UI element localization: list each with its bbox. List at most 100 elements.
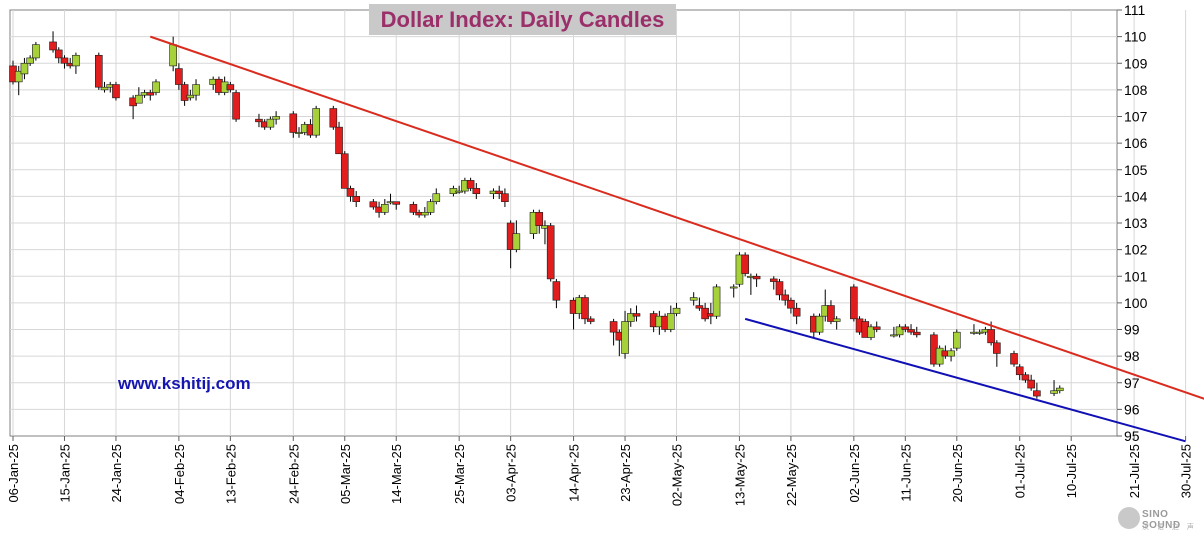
x-tick-label: 25-Mar-25 bbox=[452, 444, 467, 504]
candle bbox=[1015, 364, 1024, 381]
y-tick-label: 99 bbox=[1124, 322, 1140, 338]
x-tick-label: 13-Feb-25 bbox=[223, 444, 238, 504]
candle bbox=[952, 329, 961, 351]
candle-body bbox=[14, 70, 23, 83]
x-tick-label: 02-May-25 bbox=[670, 444, 685, 506]
candle bbox=[586, 316, 595, 325]
candle-body bbox=[901, 326, 910, 330]
candle-body bbox=[546, 225, 555, 280]
candle bbox=[54, 47, 63, 64]
candle-body bbox=[626, 313, 635, 322]
x-tick-label: 04-Feb-25 bbox=[172, 444, 187, 504]
candle-body bbox=[907, 329, 915, 333]
trendlines bbox=[149, 35, 1204, 443]
candle-body bbox=[1033, 390, 1041, 397]
candle-body bbox=[552, 281, 561, 301]
candle-body bbox=[729, 286, 738, 289]
candle bbox=[466, 177, 475, 192]
candle-body bbox=[993, 342, 1001, 354]
candle bbox=[432, 188, 441, 205]
y-tick-label: 100 bbox=[1124, 295, 1148, 311]
candle bbox=[255, 113, 263, 128]
candle-body bbox=[787, 299, 795, 309]
candle bbox=[775, 278, 784, 301]
x-tick-label: 22-May-25 bbox=[784, 444, 799, 506]
candle bbox=[827, 300, 835, 325]
candle-body bbox=[312, 108, 320, 136]
candle-body bbox=[775, 281, 784, 296]
candle-body bbox=[32, 44, 40, 59]
candle-body bbox=[632, 313, 641, 317]
website-annotation: www.kshitij.com bbox=[118, 374, 251, 393]
candle bbox=[752, 273, 761, 287]
candle-body bbox=[352, 196, 361, 202]
candle bbox=[455, 185, 463, 194]
candle-body bbox=[672, 307, 681, 314]
candle-body bbox=[695, 305, 704, 309]
candle-body bbox=[60, 57, 69, 64]
candle bbox=[947, 348, 955, 362]
candle-body bbox=[947, 350, 955, 357]
candle bbox=[135, 87, 143, 104]
candle bbox=[289, 111, 298, 138]
candle bbox=[421, 207, 429, 218]
candle bbox=[14, 65, 23, 96]
candle bbox=[392, 201, 401, 210]
candle-body bbox=[192, 84, 200, 96]
candle bbox=[295, 127, 303, 138]
candle-body bbox=[609, 321, 618, 333]
candle-body bbox=[781, 294, 790, 301]
candle bbox=[146, 89, 155, 101]
candle-body bbox=[369, 201, 378, 208]
y-tick-label: 111 bbox=[1124, 2, 1145, 18]
candle-body bbox=[586, 318, 595, 322]
candle bbox=[352, 191, 361, 208]
candle bbox=[232, 89, 240, 122]
candle-body bbox=[895, 326, 904, 336]
candle-body bbox=[501, 193, 509, 202]
candle-body bbox=[180, 84, 189, 101]
candle bbox=[850, 284, 858, 322]
candle bbox=[535, 209, 544, 234]
x-tick-label: 01-Jul-25 bbox=[1013, 444, 1028, 498]
candle bbox=[112, 81, 120, 101]
candle bbox=[695, 297, 704, 311]
y-tick-label: 96 bbox=[1124, 401, 1140, 417]
candle-body bbox=[872, 326, 881, 330]
x-tick-label: 14-Mar-25 bbox=[389, 444, 404, 504]
candle bbox=[272, 111, 280, 125]
watermark-subtext: 汉 语 之 声 bbox=[1142, 524, 1197, 531]
y-tick-label: 106 bbox=[1124, 135, 1148, 151]
candle bbox=[152, 79, 160, 96]
candle bbox=[512, 220, 521, 253]
candle bbox=[975, 329, 984, 335]
candle-body bbox=[152, 81, 160, 93]
candle bbox=[369, 199, 378, 210]
trendline bbox=[744, 317, 1186, 443]
candle-body bbox=[95, 54, 103, 88]
x-axis-ticks: 06-Jan-25 15-Jan-25 24-Jan-25 04-Feb-25 13-F… bbox=[6, 436, 1194, 506]
candle-body bbox=[169, 44, 177, 67]
y-tick-label: 102 bbox=[1124, 242, 1148, 258]
candle bbox=[180, 81, 189, 106]
candle bbox=[49, 31, 57, 53]
candle-body bbox=[666, 313, 675, 330]
candle bbox=[787, 297, 795, 314]
candle bbox=[621, 310, 629, 359]
candle-body bbox=[232, 92, 240, 120]
candle bbox=[832, 316, 841, 330]
candle-body bbox=[987, 329, 995, 344]
candle bbox=[20, 57, 29, 80]
candle bbox=[781, 289, 790, 306]
trendline bbox=[149, 35, 1204, 400]
candle-body bbox=[54, 49, 63, 59]
candle bbox=[895, 324, 904, 338]
candle-body bbox=[689, 297, 698, 301]
candle bbox=[380, 199, 389, 216]
x-tick-label: 23-Apr-25 bbox=[618, 444, 633, 502]
candle bbox=[890, 326, 898, 338]
candle bbox=[769, 276, 778, 290]
y-tick-label: 110 bbox=[1124, 29, 1147, 45]
candle-body bbox=[1021, 374, 1030, 381]
